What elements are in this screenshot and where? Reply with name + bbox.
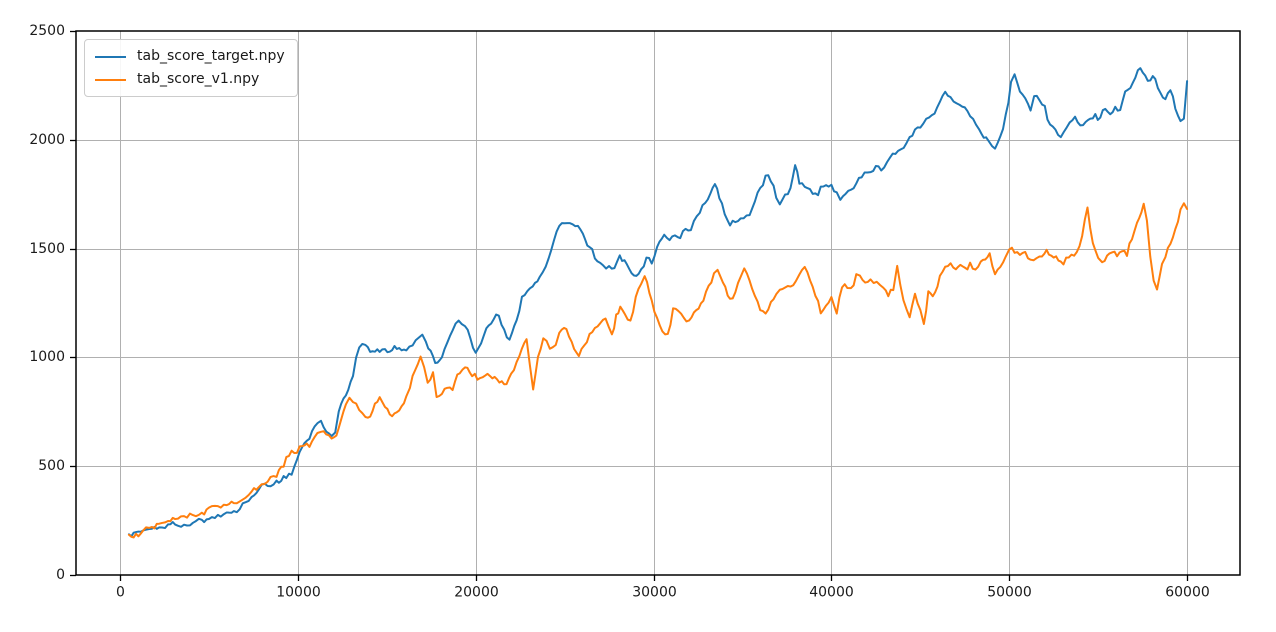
legend: tab_score_target.npy tab_score_v1.npy [84,39,298,97]
legend-line-sample-target [95,55,126,58]
legend-item-v1: tab_score_v1.npy [95,68,285,91]
legend-line-sample-v1 [95,78,126,81]
legend-label-target: tab_score_target.npy [137,48,285,64]
legend-item-target: tab_score_target.npy [95,45,285,68]
legend-label-v1: tab_score_v1.npy [137,71,260,87]
